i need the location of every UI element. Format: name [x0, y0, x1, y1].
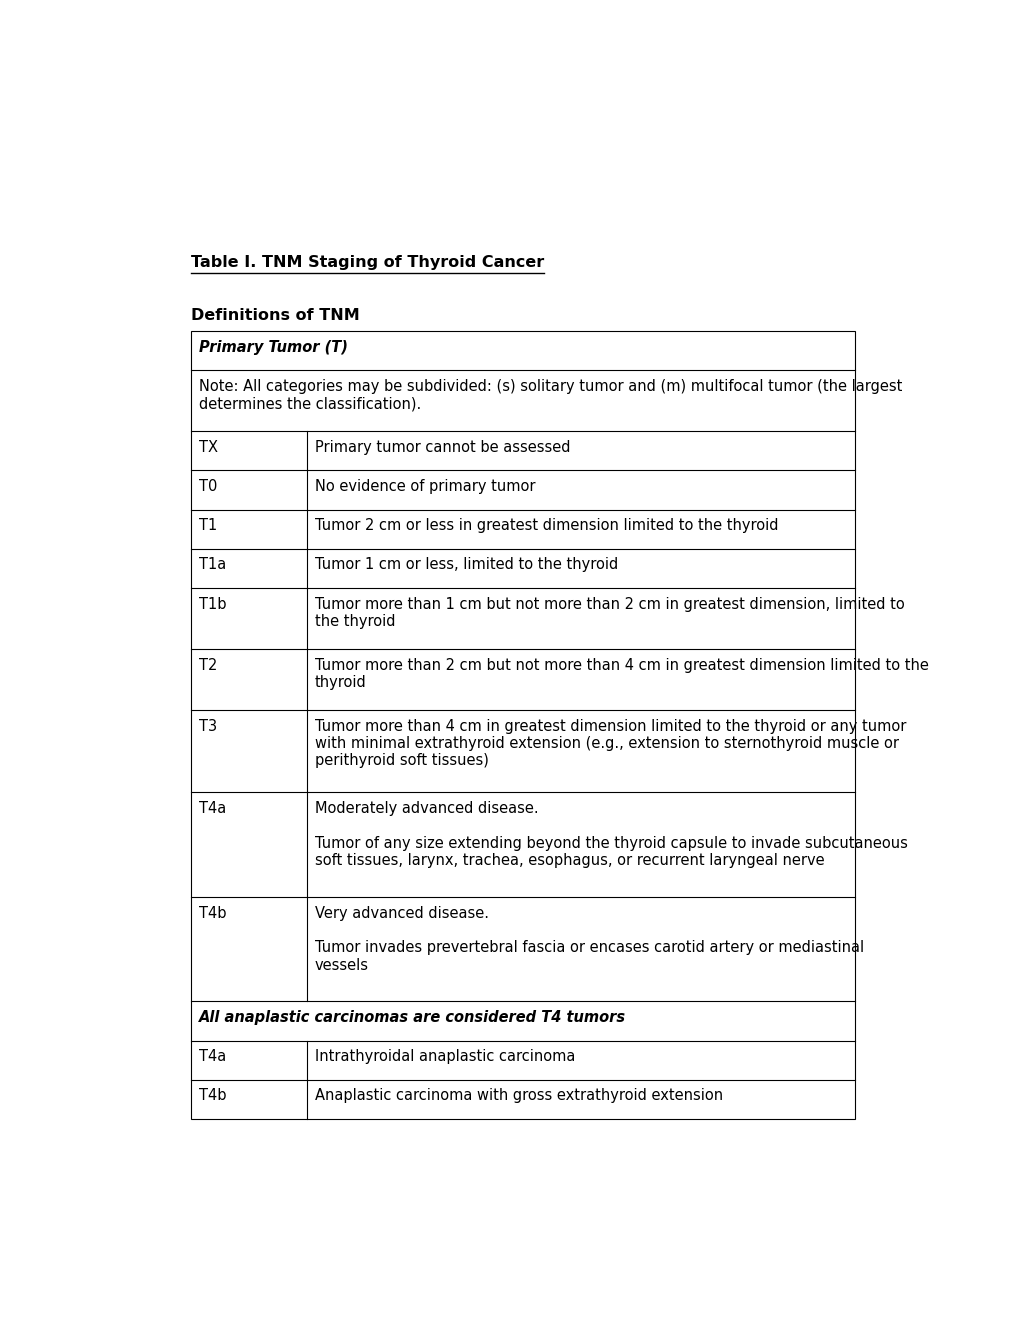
Text: Primary tumor cannot be assessed: Primary tumor cannot be assessed — [315, 440, 570, 455]
Text: Tumor 2 cm or less in greatest dimension limited to the thyroid: Tumor 2 cm or less in greatest dimension… — [315, 519, 777, 533]
Text: Anaplastic carcinoma with gross extrathyroid extension: Anaplastic carcinoma with gross extrathy… — [315, 1089, 722, 1104]
Text: No evidence of primary tumor: No evidence of primary tumor — [315, 479, 535, 494]
Text: Primary Tumor (T): Primary Tumor (T) — [199, 339, 347, 355]
Text: Tumor more than 2 cm but not more than 4 cm in greatest dimension limited to the: Tumor more than 2 cm but not more than 4… — [315, 657, 928, 690]
Text: T2: T2 — [199, 657, 217, 673]
Text: Very advanced disease.

Tumor invades prevertebral fascia or encases carotid art: Very advanced disease. Tumor invades pre… — [315, 906, 863, 973]
Text: Tumor more than 1 cm but not more than 2 cm in greatest dimension, limited to
th: Tumor more than 1 cm but not more than 2… — [315, 597, 904, 630]
Text: T4b: T4b — [199, 906, 226, 920]
Text: T1b: T1b — [199, 597, 226, 611]
Text: TX: TX — [199, 440, 217, 455]
Text: T4a: T4a — [199, 801, 225, 816]
Text: T0: T0 — [199, 479, 217, 494]
Text: Tumor 1 cm or less, limited to the thyroid: Tumor 1 cm or less, limited to the thyro… — [315, 557, 618, 573]
Text: Table I. TNM Staging of Thyroid Cancer: Table I. TNM Staging of Thyroid Cancer — [191, 255, 543, 271]
Text: Moderately advanced disease.

Tumor of any size extending beyond the thyroid cap: Moderately advanced disease. Tumor of an… — [315, 801, 907, 869]
Text: T4b: T4b — [199, 1089, 226, 1104]
Text: Tumor more than 4 cm in greatest dimension limited to the thyroid or any tumor
w: Tumor more than 4 cm in greatest dimensi… — [315, 718, 905, 768]
Text: T3: T3 — [199, 718, 217, 734]
Bar — [191, 331, 854, 1119]
Text: Definitions of TNM: Definitions of TNM — [191, 308, 359, 323]
Text: T1a: T1a — [199, 557, 225, 573]
Text: T4a: T4a — [199, 1049, 225, 1064]
Text: Intrathyroidal anaplastic carcinoma: Intrathyroidal anaplastic carcinoma — [315, 1049, 575, 1064]
Text: All anaplastic carcinomas are considered T4 tumors: All anaplastic carcinomas are considered… — [199, 1010, 626, 1026]
Text: Note: All categories may be subdivided: (s) solitary tumor and (m) multifocal tu: Note: All categories may be subdivided: … — [199, 379, 901, 412]
Text: T1: T1 — [199, 519, 217, 533]
